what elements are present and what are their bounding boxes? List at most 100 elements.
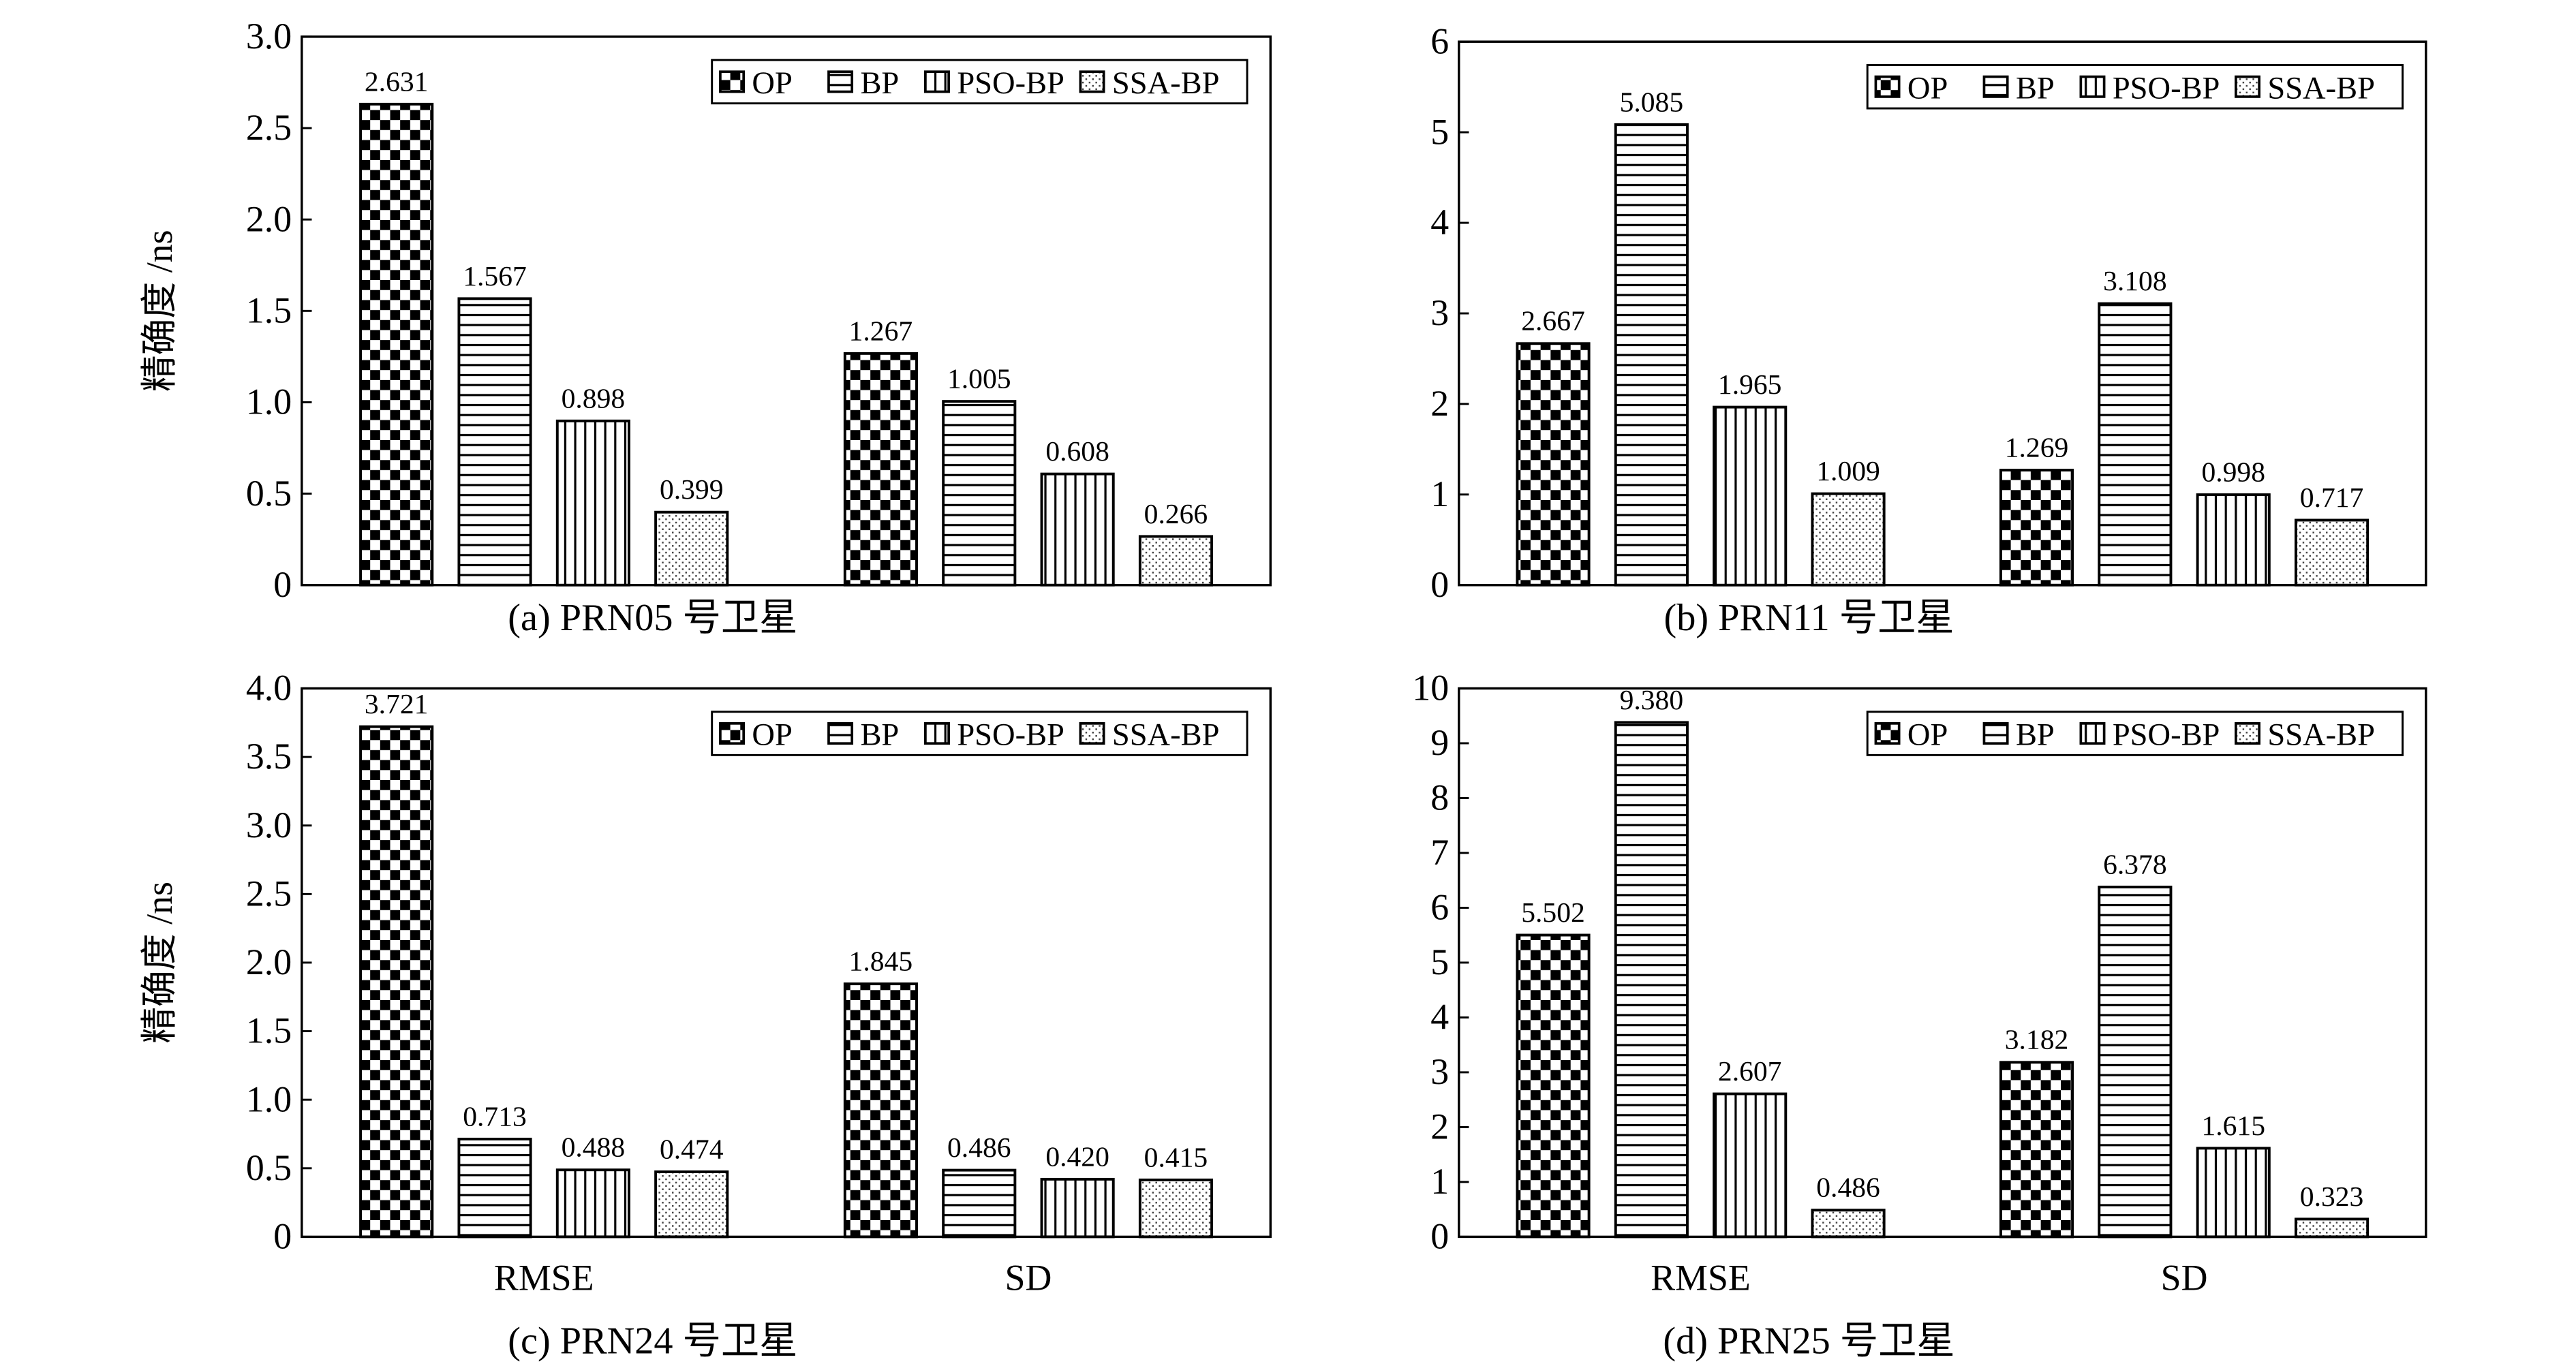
value-label: 1.567: [463, 260, 527, 292]
legend-label: BP: [2016, 718, 2055, 753]
legend-label: SSA-BP: [2267, 718, 2375, 753]
legend-label: SSA-BP: [1112, 718, 1220, 753]
value-label: 1.005: [947, 363, 1011, 394]
bar: [1713, 405, 1788, 587]
value-label: 0.474: [660, 1133, 724, 1164]
legend-label: OP: [1907, 718, 1948, 753]
bar: [843, 982, 918, 1239]
legend-label: PSO-BP: [957, 66, 1064, 101]
legend-swatch: [1982, 75, 2009, 98]
legend-label: SSA-BP: [2267, 71, 2375, 106]
bar: [1040, 472, 1115, 587]
chart-title: (d) PRN25 号卫星: [1663, 1320, 1954, 1363]
bar: [1614, 123, 1689, 587]
y-tick-label: 2: [1430, 1106, 1449, 1147]
bar: [1811, 1209, 1886, 1239]
value-label: 0.399: [660, 473, 724, 505]
bar: [2196, 493, 2271, 587]
legend-swatch: [1874, 75, 1901, 98]
legend-label: OP: [752, 718, 792, 753]
value-label: 3.108: [2103, 265, 2167, 296]
legend-box: [1866, 63, 2404, 110]
x-tick-label: SD: [2161, 1258, 2208, 1299]
bar: [1138, 1178, 1214, 1239]
value-label: 2.631: [365, 65, 429, 97]
x-tick-label: SD: [1005, 1258, 1052, 1299]
value-label: 6.378: [2103, 848, 2167, 880]
legend-swatch: [719, 70, 746, 93]
legend-swatch: [2235, 722, 2260, 745]
value-label: 1.615: [2201, 1110, 2265, 1141]
y-tick-label: 9: [1430, 722, 1449, 763]
bar: [1811, 492, 1886, 587]
bar: [654, 510, 729, 587]
legend-box: [1866, 711, 2404, 756]
value-label: 1.965: [1718, 369, 1782, 400]
y-tick-label: 10: [1412, 668, 1449, 709]
y-tick-label: 3.5: [246, 736, 292, 777]
y-tick-label: 1: [1430, 1161, 1449, 1202]
bar: [359, 725, 434, 1239]
legend-label: BP: [2016, 71, 2055, 106]
bar: [1516, 933, 1591, 1239]
legend-swatch: [1079, 722, 1105, 745]
bar: [1516, 342, 1591, 587]
value-label: 5.502: [1521, 897, 1585, 928]
value-label: 0.998: [2201, 456, 2265, 488]
legend-swatch: [2079, 75, 2106, 98]
legend-swatch: [2235, 75, 2260, 98]
y-tick-label: 0: [1430, 1216, 1449, 1257]
legend-swatch: [1874, 722, 1901, 745]
bar: [555, 1168, 630, 1239]
value-label: 0.717: [2300, 482, 2364, 513]
y-tick-label: 1: [1430, 473, 1449, 514]
y-tick-label: 2: [1430, 383, 1449, 424]
y-tick-label: 4.0: [246, 668, 292, 709]
legend-box: [711, 711, 1248, 756]
bar: [942, 1168, 1017, 1239]
bar: [2295, 1217, 2370, 1239]
y-axis-label: 精确度 /ns: [139, 230, 180, 392]
y-tick-label: 0: [273, 564, 292, 605]
bar: [2295, 518, 2370, 587]
legend-swatch: [1079, 70, 1105, 93]
value-label: 0.486: [1816, 1172, 1880, 1203]
legend-box: [711, 59, 1248, 105]
y-tick-label: 3.0: [246, 805, 292, 845]
bar: [942, 400, 1017, 587]
legend-label: SSA-BP: [1112, 66, 1220, 101]
legend-label: PSO-BP: [2113, 718, 2220, 753]
value-label: 1.845: [849, 946, 913, 977]
value-label: 0.486: [947, 1132, 1011, 1163]
legend-label: PSO-BP: [957, 718, 1064, 753]
y-tick-label: 4: [1430, 997, 1449, 1038]
bar: [457, 1137, 532, 1239]
value-label: 1.269: [2005, 432, 2069, 463]
value-label: 1.267: [849, 315, 913, 346]
legend-label: OP: [1907, 71, 1948, 106]
value-label: 5.085: [1620, 86, 1684, 117]
y-tick-label: 5: [1430, 111, 1449, 152]
legend-label: OP: [752, 66, 792, 101]
y-tick-label: 2.0: [246, 942, 292, 982]
value-label: 3.721: [365, 688, 429, 719]
y-tick-label: 5: [1430, 942, 1449, 982]
value-label: 0.898: [562, 382, 626, 414]
bar: [359, 102, 434, 587]
y-tick-label: 2.5: [246, 107, 292, 148]
y-tick-label: 7: [1430, 832, 1449, 873]
bar: [1999, 469, 2074, 587]
bar: [654, 1170, 729, 1239]
value-label: 0.420: [1045, 1140, 1109, 1172]
y-tick-label: 0: [273, 1216, 292, 1257]
y-tick-label: 4: [1430, 202, 1449, 243]
bar: [843, 352, 918, 587]
y-tick-label: 1.5: [246, 290, 292, 330]
y-tick-label: 2.5: [246, 873, 292, 914]
legend-swatch: [924, 722, 950, 745]
y-tick-label: 6: [1430, 20, 1449, 61]
bar: [2098, 886, 2173, 1239]
value-label: 3.182: [2005, 1024, 2069, 1055]
value-label: 2.667: [1521, 305, 1585, 337]
